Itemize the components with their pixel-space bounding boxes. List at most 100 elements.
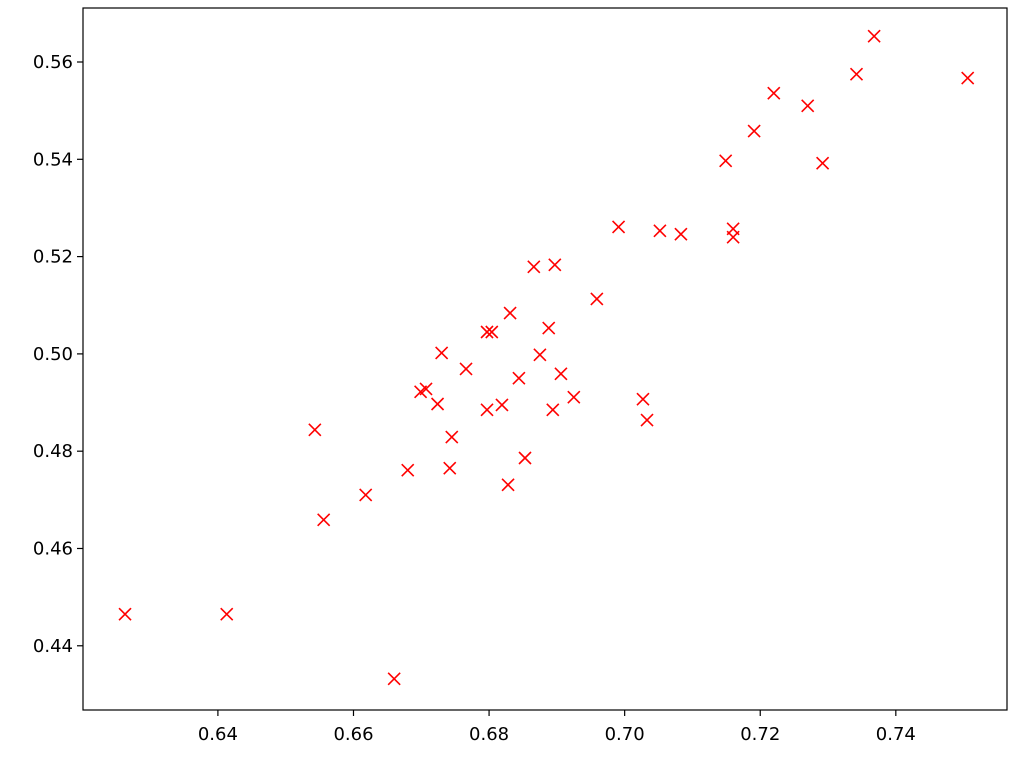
point bbox=[401, 463, 415, 477]
point bbox=[527, 260, 541, 274]
marker-stroke bbox=[480, 325, 494, 339]
marker-stroke bbox=[527, 260, 541, 274]
marker-stroke bbox=[653, 224, 667, 238]
marker-stroke bbox=[459, 362, 473, 376]
marker-stroke bbox=[501, 478, 515, 492]
marker-stroke bbox=[419, 382, 433, 396]
marker-stroke bbox=[317, 513, 331, 527]
marker-stroke bbox=[435, 346, 449, 360]
point bbox=[611, 220, 626, 234]
point bbox=[308, 423, 322, 437]
point bbox=[867, 29, 881, 43]
point bbox=[485, 325, 499, 339]
marker-stroke bbox=[387, 672, 401, 686]
marker-stroke bbox=[801, 99, 815, 113]
point bbox=[546, 403, 560, 417]
y-tick-label: 0.48 bbox=[33, 441, 73, 462]
point bbox=[435, 346, 449, 360]
point bbox=[430, 397, 445, 411]
marker-stroke bbox=[961, 71, 975, 85]
marker-stroke bbox=[480, 403, 494, 417]
x-tick-label: 0.66 bbox=[333, 724, 373, 745]
marker-stroke bbox=[640, 413, 654, 427]
x-tick-label: 0.68 bbox=[469, 724, 509, 745]
point bbox=[747, 124, 761, 138]
marker-stroke bbox=[542, 321, 556, 335]
point bbox=[495, 398, 509, 412]
x-tick-label: 0.72 bbox=[740, 724, 780, 745]
point bbox=[674, 227, 688, 241]
marker-stroke bbox=[430, 397, 445, 411]
marker-stroke bbox=[674, 227, 688, 241]
point bbox=[501, 478, 515, 492]
point bbox=[567, 390, 581, 404]
marker-stroke bbox=[849, 67, 864, 81]
marker-stroke bbox=[554, 367, 568, 381]
point bbox=[961, 71, 975, 85]
point bbox=[387, 672, 401, 686]
marker-stroke bbox=[401, 463, 415, 477]
marker-stroke bbox=[495, 398, 509, 412]
point bbox=[443, 461, 457, 475]
marker-stroke bbox=[220, 607, 234, 621]
marker-stroke bbox=[867, 29, 881, 43]
point bbox=[445, 430, 459, 444]
y-tick-label: 0.56 bbox=[33, 52, 73, 73]
point bbox=[554, 367, 568, 381]
marker-stroke bbox=[503, 306, 517, 320]
point bbox=[590, 292, 604, 306]
marker-stroke bbox=[719, 154, 733, 168]
point bbox=[653, 224, 667, 238]
marker-stroke bbox=[726, 230, 740, 244]
marker-stroke bbox=[567, 390, 581, 404]
point bbox=[816, 156, 830, 170]
marker-stroke bbox=[611, 220, 626, 234]
y-tick-label: 0.50 bbox=[33, 344, 73, 365]
point bbox=[220, 607, 234, 621]
marker-stroke bbox=[590, 292, 604, 306]
point bbox=[640, 413, 654, 427]
marker-stroke bbox=[445, 430, 459, 444]
point bbox=[542, 321, 556, 335]
point bbox=[767, 86, 781, 100]
point bbox=[801, 99, 815, 113]
marker-stroke bbox=[518, 451, 532, 465]
point bbox=[359, 488, 373, 502]
point bbox=[548, 258, 562, 272]
marker-stroke bbox=[548, 258, 562, 272]
point bbox=[503, 306, 517, 320]
point bbox=[480, 403, 494, 417]
marker-stroke bbox=[636, 392, 650, 406]
x-tick-label: 0.74 bbox=[876, 724, 916, 745]
y-tick-label: 0.52 bbox=[33, 247, 73, 268]
y-tick-label: 0.54 bbox=[33, 149, 73, 170]
point bbox=[726, 230, 740, 244]
plot-frame bbox=[82, 7, 1008, 711]
point bbox=[533, 348, 547, 362]
marker-stroke bbox=[359, 488, 373, 502]
marker-stroke bbox=[512, 371, 526, 385]
point bbox=[849, 67, 864, 81]
marker-stroke bbox=[816, 156, 830, 170]
marker-stroke bbox=[546, 403, 560, 417]
x-tick-label: 0.64 bbox=[198, 724, 238, 745]
point bbox=[419, 382, 433, 396]
point bbox=[518, 451, 532, 465]
marker-stroke bbox=[747, 124, 761, 138]
point bbox=[317, 513, 331, 527]
marker-stroke bbox=[118, 607, 132, 621]
y-tick-label: 0.46 bbox=[33, 538, 73, 559]
y-tick-label: 0.44 bbox=[33, 636, 73, 657]
marker-stroke bbox=[767, 86, 781, 100]
marker-stroke bbox=[485, 325, 499, 339]
point bbox=[480, 325, 494, 339]
marker-stroke bbox=[443, 461, 457, 475]
marker-stroke bbox=[533, 348, 547, 362]
point bbox=[118, 607, 132, 621]
x-tick-label: 0.70 bbox=[605, 724, 645, 745]
marker-stroke bbox=[308, 423, 322, 437]
point bbox=[636, 392, 650, 406]
point bbox=[719, 154, 733, 168]
point bbox=[512, 371, 526, 385]
